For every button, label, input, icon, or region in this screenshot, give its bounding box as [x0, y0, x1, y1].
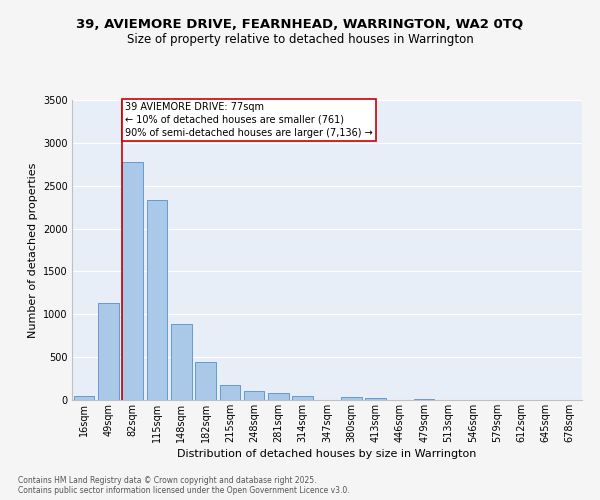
Bar: [195, 362, 216, 400]
Bar: [292, 396, 313, 400]
Bar: [74, 396, 94, 400]
Bar: [171, 324, 191, 400]
Bar: [244, 392, 265, 400]
Bar: [220, 386, 240, 400]
Text: 39 AVIEMORE DRIVE: 77sqm
← 10% of detached houses are smaller (761)
90% of semi-: 39 AVIEMORE DRIVE: 77sqm ← 10% of detach…: [125, 102, 373, 138]
Bar: [146, 200, 167, 400]
Text: Contains HM Land Registry data © Crown copyright and database right 2025.
Contai: Contains HM Land Registry data © Crown c…: [18, 476, 350, 495]
Bar: [122, 162, 143, 400]
Text: 39, AVIEMORE DRIVE, FEARNHEAD, WARRINGTON, WA2 0TQ: 39, AVIEMORE DRIVE, FEARNHEAD, WARRINGTO…: [76, 18, 524, 30]
Bar: [98, 303, 119, 400]
Bar: [268, 393, 289, 400]
X-axis label: Distribution of detached houses by size in Warrington: Distribution of detached houses by size …: [178, 449, 476, 459]
Bar: [341, 397, 362, 400]
Text: Size of property relative to detached houses in Warrington: Size of property relative to detached ho…: [127, 32, 473, 46]
Bar: [365, 398, 386, 400]
Bar: [414, 399, 434, 400]
Y-axis label: Number of detached properties: Number of detached properties: [28, 162, 38, 338]
